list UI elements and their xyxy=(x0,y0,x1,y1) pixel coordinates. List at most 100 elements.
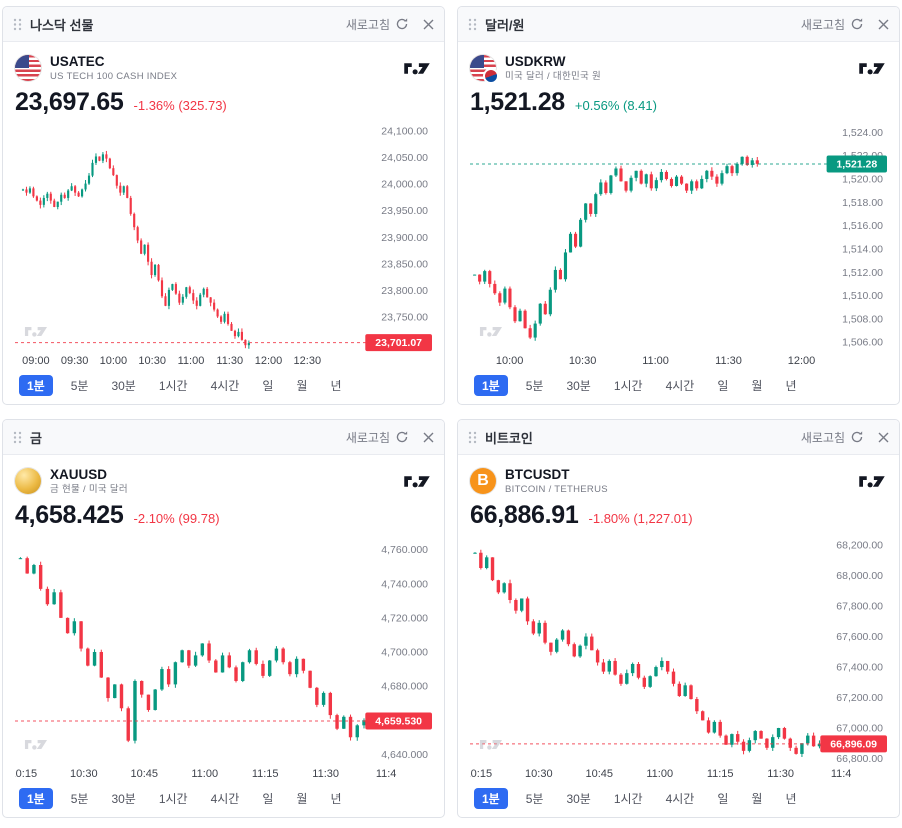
timeframe-tab[interactable]: 5분 xyxy=(521,375,549,396)
timeframe-tab[interactable]: 4시간 xyxy=(661,788,700,809)
drag-handle-icon[interactable] xyxy=(468,431,477,444)
timeframe-tabs: 1분 5분 30분 1시간 4시간 일 월 년 xyxy=(470,783,887,817)
time-axis-label: 10:15 xyxy=(470,768,493,780)
refresh-icon xyxy=(851,18,863,30)
symbol-change: -1.80% (1,227.01) xyxy=(588,511,693,527)
close-button[interactable] xyxy=(878,432,889,443)
timeframe-tab[interactable]: 1분 xyxy=(474,374,508,396)
candlestick-chart[interactable]: 68,200.00 68,000.00 67,800.00 67,600.00 67,4… xyxy=(470,536,887,765)
time-axis-label: 12:00 xyxy=(254,355,283,367)
timeframe-tab[interactable]: 30분 xyxy=(106,788,140,809)
symbol-names: USATEC US TECH 100 CASH INDEX xyxy=(50,54,177,82)
candlestick-chart[interactable]: 1,524.001,522.001,520.001,518.001,516.00… xyxy=(470,123,887,352)
symbol-description: US TECH 100 CASH INDEX xyxy=(50,70,178,82)
drag-dots-icon xyxy=(468,18,477,30)
tradingview-logo-icon[interactable] xyxy=(857,473,887,490)
timeframe-tab[interactable]: 5분 xyxy=(66,788,94,809)
y-axis-label: 1,514.00 xyxy=(842,244,883,256)
symbol-name[interactable]: XAUUSD xyxy=(50,467,108,482)
close-button[interactable] xyxy=(878,19,889,30)
symbol-name[interactable]: USATEC xyxy=(50,54,105,69)
timeframe-tab[interactable]: 년 xyxy=(780,788,801,809)
price-row: 66,886.91 -1.80% (1,227.01) xyxy=(470,501,887,530)
symbol-change: -1.36% (325.73) xyxy=(133,98,227,114)
y-axis-label: 1,510.00 xyxy=(842,291,883,303)
timeframe-tab[interactable]: 년 xyxy=(325,788,346,809)
symbol-price: 66,886.91 xyxy=(470,501,579,530)
y-axis-label: 23,850.00 xyxy=(381,259,428,271)
close-icon xyxy=(878,19,889,29)
chart-widget-panel: 달러/원 새로고침 xyxy=(457,6,900,405)
drag-handle-icon[interactable] xyxy=(13,18,22,31)
drag-handle-icon[interactable] xyxy=(468,18,477,31)
refresh-icon xyxy=(851,431,863,443)
timeframe-tab[interactable]: 1분 xyxy=(19,787,53,809)
candles xyxy=(473,550,822,758)
refresh-button[interactable]: 새로고침 xyxy=(801,429,864,446)
drag-handle-icon[interactable] xyxy=(13,431,22,444)
symbol-logo xyxy=(15,468,41,495)
timeframe-tab[interactable]: 일 xyxy=(257,375,278,396)
timeframe-tab[interactable]: 1분 xyxy=(19,374,53,396)
candlestick-chart[interactable]: 4,760.000 4,740.000 4,720.000 4,700.000 4,68… xyxy=(15,536,432,765)
timeframe-tab[interactable]: 30분 xyxy=(561,788,595,809)
timeframe-tab[interactable]: 년 xyxy=(780,375,801,396)
symbol-logo xyxy=(15,55,41,82)
chart-area: 1,524.001,522.001,520.001,518.001,516.00… xyxy=(470,123,887,370)
y-axis-label: 4,740.000 xyxy=(381,579,428,591)
time-axis-label: 11:4 xyxy=(375,768,397,780)
timeframe-tab[interactable]: 5분 xyxy=(521,788,549,809)
symbol-row: B BTCUSDT BITCOIN / TETHERUS xyxy=(470,467,887,495)
timeframe-tab[interactable]: 일 xyxy=(712,788,733,809)
timeframe-tab[interactable]: 30분 xyxy=(561,375,595,396)
timeframe-tab[interactable]: 1시간 xyxy=(154,375,193,396)
y-axis-label: 1,520.00 xyxy=(842,174,883,186)
timeframe-tab[interactable]: 1시간 xyxy=(154,788,193,809)
close-icon xyxy=(423,432,434,442)
refresh-button[interactable]: 새로고침 xyxy=(346,16,409,33)
y-axis-label: 4,680.000 xyxy=(381,681,428,693)
symbol-name[interactable]: USDKRW xyxy=(505,54,566,69)
close-button[interactable] xyxy=(423,19,434,30)
y-axis-label: 1,516.00 xyxy=(842,221,883,233)
close-button[interactable] xyxy=(423,432,434,443)
timeframe-tab[interactable]: 월 xyxy=(746,375,767,396)
timeframe-tab[interactable]: 30분 xyxy=(106,375,140,396)
symbol-name[interactable]: BTCUSDT xyxy=(505,467,570,482)
timeframe-tab[interactable]: 년 xyxy=(325,375,346,396)
widget-body: USDKRW 미국 달러 / 대한민국 원 1,521.28 +0.56% (8… xyxy=(458,42,899,404)
korea-flag-badge xyxy=(483,68,499,85)
timeframe-tab[interactable]: 4시간 xyxy=(206,788,245,809)
tradingview-logo-icon[interactable] xyxy=(402,60,432,77)
symbol-logo xyxy=(470,55,499,85)
panel-title: 나스닥 선물 xyxy=(30,17,94,33)
timeframe-tab[interactable]: 1분 xyxy=(474,787,508,809)
timeframe-tab[interactable]: 5분 xyxy=(66,375,94,396)
panel-title: 달러/원 xyxy=(485,17,525,33)
chart-widget-panel: 금 새로고침 xyxy=(2,419,445,818)
symbol-price: 1,521.28 xyxy=(470,88,565,117)
time-axis-label: 11:15 xyxy=(706,768,734,780)
symbol-price: 4,658.425 xyxy=(15,501,124,530)
current-price-tag: 4,659.530 xyxy=(365,712,432,730)
timeframe-tab[interactable]: 4시간 xyxy=(206,375,245,396)
time-axis-label: 10:30 xyxy=(525,768,553,780)
tradingview-logo-icon[interactable] xyxy=(857,60,887,77)
refresh-button[interactable]: 새로고침 xyxy=(346,429,409,446)
timeframe-tab[interactable]: 일 xyxy=(712,375,733,396)
timeframe-tab[interactable]: 일 xyxy=(257,788,278,809)
refresh-button[interactable]: 새로고침 xyxy=(801,16,864,33)
timeframe-tab[interactable]: 4시간 xyxy=(661,375,700,396)
timeframe-tab[interactable]: 월 xyxy=(746,788,767,809)
symbol-description: BITCOIN / TETHERUS xyxy=(505,483,608,495)
tradingview-logo-icon[interactable] xyxy=(402,473,432,490)
candlestick-chart[interactable]: 24,100.00 24,050.00 24,000.00 23,950.00 23,9… xyxy=(15,123,432,352)
chart-widget-panel: 비트코인 새로고침 B xyxy=(457,419,900,818)
timeframe-tab[interactable]: 1시간 xyxy=(609,375,648,396)
chart-area: 24,100.00 24,050.00 24,000.00 23,950.00 23,9… xyxy=(15,123,432,370)
time-axis-label: 09:00 xyxy=(22,355,50,367)
timeframe-tab[interactable]: 월 xyxy=(291,788,312,809)
drag-dots-icon xyxy=(13,431,22,443)
timeframe-tab[interactable]: 1시간 xyxy=(609,788,648,809)
timeframe-tab[interactable]: 월 xyxy=(291,375,312,396)
